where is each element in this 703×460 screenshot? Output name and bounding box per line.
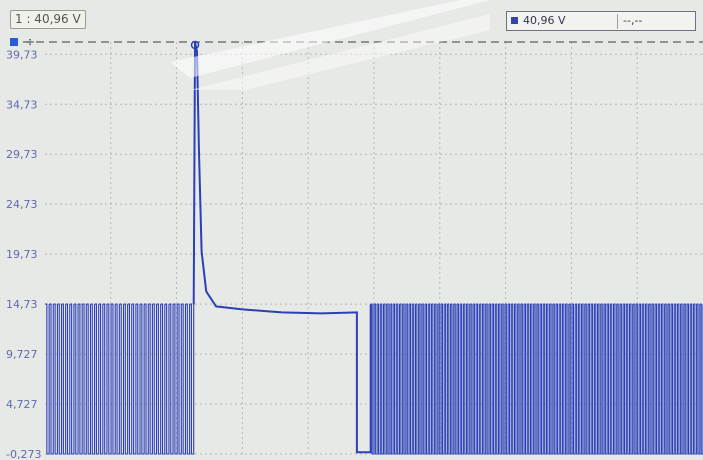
y-tick-label: 24,73: [6, 198, 38, 211]
channel-1-color-icon: [511, 17, 518, 24]
panel-divider: [617, 14, 618, 29]
pwm-burst: [45, 303, 195, 455]
channel-value: 40,96 V: [523, 14, 566, 27]
cursor-readout: 1 : 40,96 V: [10, 10, 86, 29]
measurement-panel: 40,96 V --,--: [506, 11, 696, 31]
y-tick-label: 19,73: [6, 248, 38, 261]
y-tick-label: 34,73: [6, 98, 38, 111]
grid: [45, 42, 703, 455]
y-tick-label: 39,73: [6, 48, 38, 61]
y-tick-label: 14,73: [6, 298, 38, 311]
trace-line: [192, 41, 372, 454]
y-tick-label: 9,727: [6, 348, 38, 361]
second-value: --,--: [623, 14, 643, 27]
channel-1-marker-icon[interactable]: [10, 38, 18, 46]
y-tick-label: -0,273: [6, 448, 41, 460]
cursor-crosshair-icon[interactable]: ÷: [25, 35, 35, 49]
y-tick-labels: 39,73 34,73 29,73 24,73 19,73 14,73 9,727 4,727…: [6, 48, 41, 460]
pwm-burst: [370, 303, 703, 455]
y-tick-label: 4,727: [6, 398, 38, 411]
y-tick-label: 29,73: [6, 148, 38, 161]
